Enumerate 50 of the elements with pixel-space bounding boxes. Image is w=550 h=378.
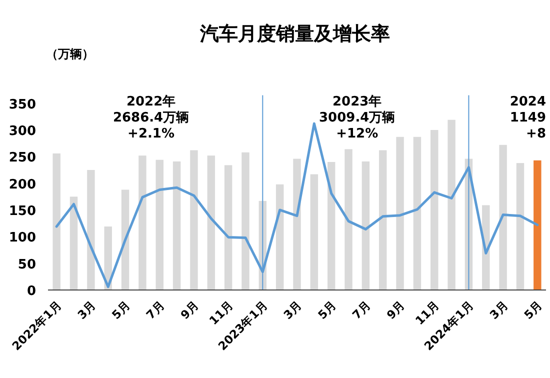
bar	[156, 160, 164, 290]
bar	[242, 152, 250, 290]
bar	[379, 150, 387, 290]
y-tick-label: 50	[18, 257, 36, 272]
bar	[121, 190, 130, 290]
x-tick-label: 3月	[486, 298, 511, 322]
y-tick-label: 100	[8, 230, 36, 246]
x-tick-label: 11月	[412, 298, 442, 328]
bar	[310, 174, 318, 290]
y-tick-label: 300	[8, 124, 36, 139]
bar	[413, 136, 422, 290]
y-tick-label: 250	[8, 150, 36, 166]
x-tick-label: 5月	[109, 298, 134, 322]
bar	[516, 163, 524, 290]
bar	[327, 162, 336, 290]
y-tick-label: 200	[8, 177, 36, 192]
annotation: 2023年 3009.4万辆 +12%	[319, 94, 396, 142]
bar	[276, 184, 284, 290]
y-tick-label: 0	[26, 284, 36, 299]
bar	[172, 161, 181, 290]
x-tick-label: 5月	[521, 298, 546, 322]
bar	[224, 165, 232, 290]
bar	[344, 149, 352, 290]
bar	[362, 161, 370, 290]
annotation: 2022年 2686.4万辆 +2.1%	[112, 94, 190, 142]
bar	[293, 158, 301, 290]
y-tick-label: 350	[8, 97, 36, 112]
x-tick-label: 5月	[315, 298, 340, 322]
chart-title: 汽车月度销量及增长率	[199, 23, 390, 45]
annotation: 2024 1149 +8	[510, 94, 546, 142]
x-tick-label: 3月	[74, 298, 99, 322]
bar	[52, 153, 60, 290]
bar	[448, 120, 456, 290]
x-tick-label: 7月	[143, 298, 168, 322]
y-tick-label: 150	[8, 204, 36, 219]
y-axis-title: （万辆）	[46, 47, 94, 61]
bar	[87, 170, 95, 290]
bar	[207, 156, 215, 290]
bar	[396, 136, 404, 290]
x-tick-label: 3月	[280, 298, 305, 322]
bar	[499, 144, 507, 290]
bar	[70, 196, 78, 290]
bar	[190, 150, 198, 290]
x-tick-label: 9月	[178, 298, 202, 322]
bar	[534, 160, 542, 290]
x-tick-label: 7月	[349, 298, 374, 322]
bar	[430, 130, 438, 290]
bar	[138, 156, 146, 290]
x-tick-label: 9月	[384, 298, 408, 322]
x-tick-label: 11月	[206, 298, 236, 328]
